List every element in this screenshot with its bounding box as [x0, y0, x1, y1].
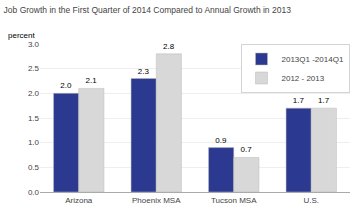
svg-text:2013Q1 -2014Q1: 2013Q1 -2014Q1: [282, 55, 344, 64]
svg-text:2.1: 2.1: [86, 76, 98, 85]
svg-text:0.5: 0.5: [28, 163, 40, 172]
svg-text:U.S.: U.S.: [303, 196, 319, 205]
svg-text:2.8: 2.8: [163, 42, 175, 51]
svg-text:0.0: 0.0: [28, 188, 40, 197]
svg-text:0.9: 0.9: [215, 136, 227, 145]
svg-text:1.7: 1.7: [293, 96, 305, 105]
svg-text:Job Growth in the First Quarte: Job Growth in the First Quarter of 2014 …: [4, 5, 292, 15]
svg-text:2.5: 2.5: [28, 64, 40, 73]
svg-text:1.5: 1.5: [28, 114, 40, 123]
svg-text:0.7: 0.7: [241, 145, 253, 154]
svg-text:2.0: 2.0: [60, 81, 72, 90]
svg-text:2.3: 2.3: [138, 67, 150, 76]
svg-text:1.0: 1.0: [28, 138, 40, 147]
svg-text:Phoenix MSA: Phoenix MSA: [132, 196, 181, 205]
svg-text:3.0: 3.0: [28, 40, 40, 49]
svg-text:1.7: 1.7: [318, 96, 330, 105]
svg-text:2.0: 2.0: [28, 89, 40, 98]
svg-text:Tucson MSA: Tucson MSA: [211, 196, 257, 205]
svg-text:Arizona: Arizona: [65, 196, 93, 205]
svg-text:2012 - 2013: 2012 - 2013: [282, 74, 325, 83]
svg-text:percent: percent: [8, 31, 35, 40]
